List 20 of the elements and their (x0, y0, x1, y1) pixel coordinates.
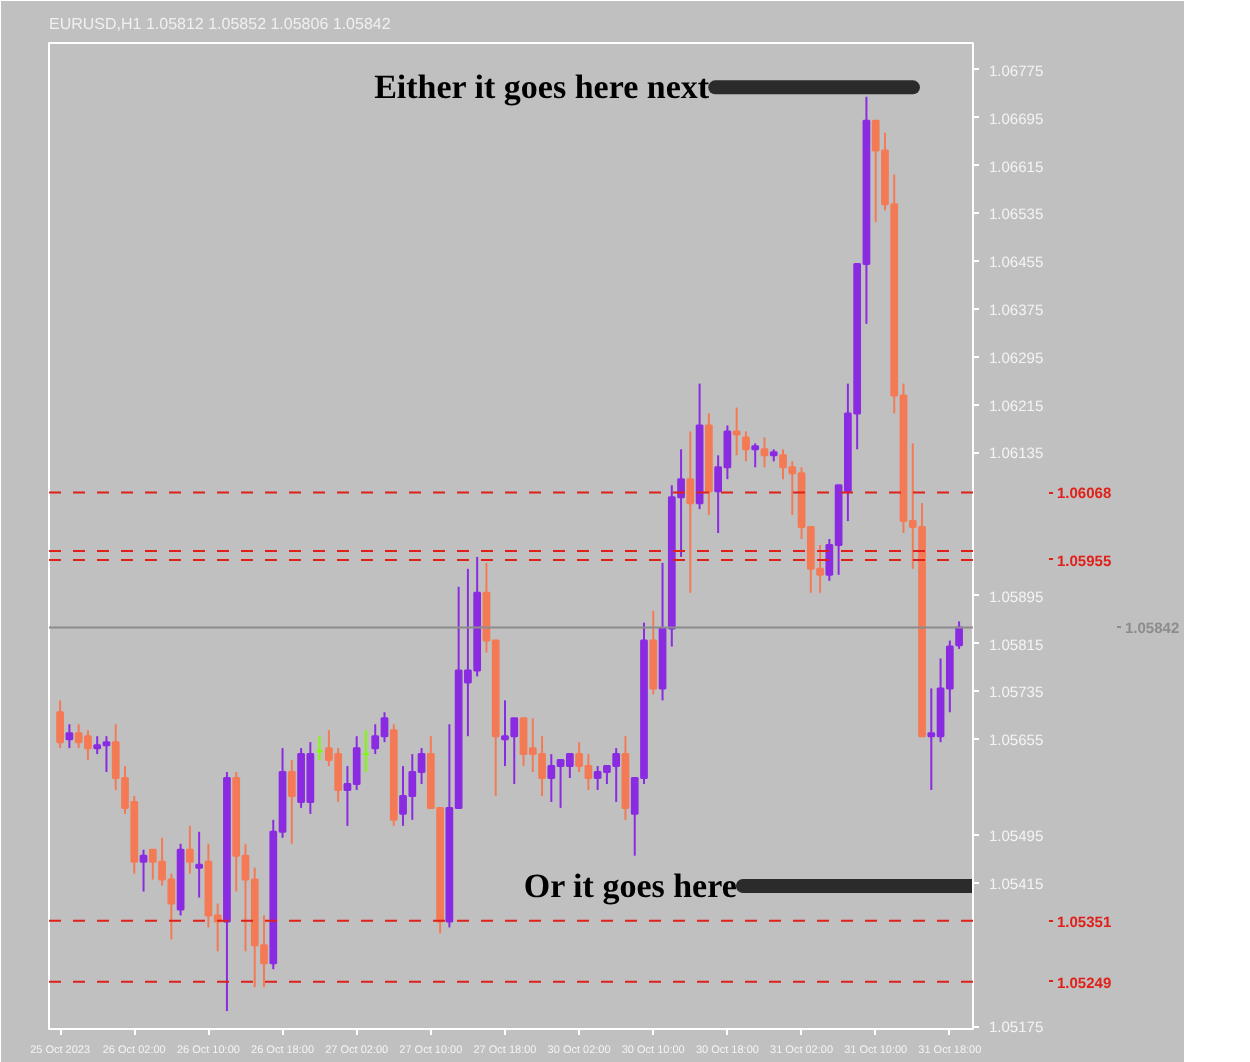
candlestick (565, 753, 574, 780)
candlestick (352, 735, 361, 791)
candlestick (65, 723, 74, 750)
annotation: Either it goes here next (374, 68, 710, 107)
candlestick (547, 753, 556, 803)
candlestick (287, 759, 296, 845)
candlestick (760, 436, 769, 469)
candlestick (751, 442, 760, 469)
candlestick (927, 687, 936, 791)
candlestick (371, 723, 380, 756)
annotation: Or it goes here (523, 867, 738, 906)
candlestick (732, 406, 741, 457)
candlestick (649, 609, 658, 696)
candlestick (955, 620, 963, 650)
candlestick (186, 824, 194, 875)
candlestick (139, 848, 148, 893)
candlestick (56, 699, 64, 750)
candlestick (195, 830, 204, 899)
candlestick (742, 430, 750, 463)
candlestick (686, 430, 695, 594)
